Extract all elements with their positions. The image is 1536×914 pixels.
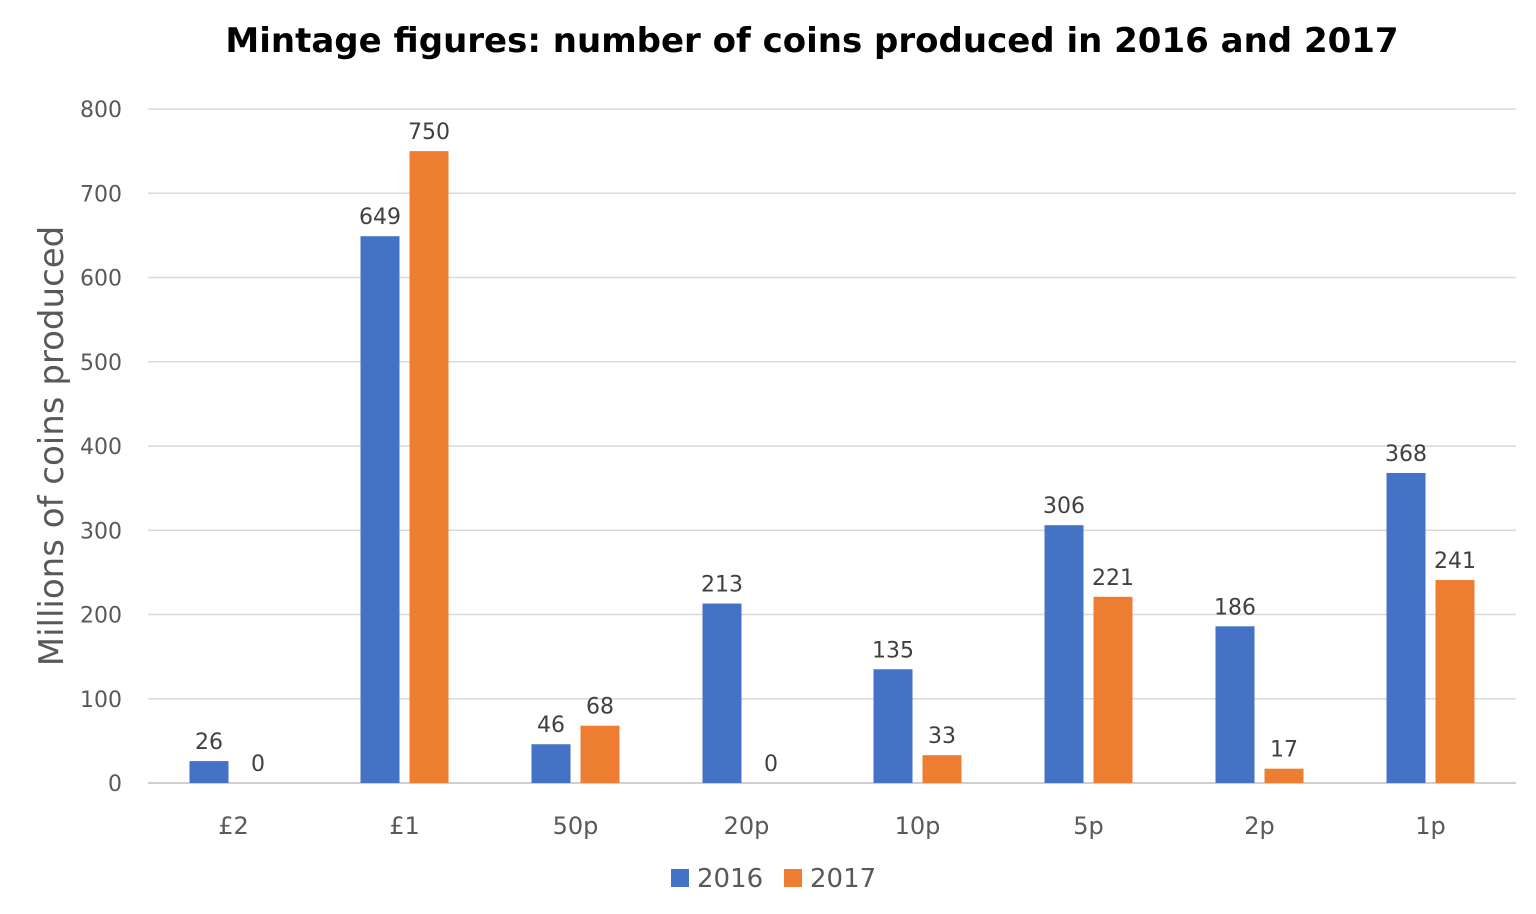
bar-2017-2p bbox=[1264, 768, 1304, 783]
bars bbox=[189, 151, 1475, 783]
bar-2017-5p bbox=[1093, 596, 1133, 783]
y-tick-label: 800 bbox=[80, 98, 122, 123]
bar-2016-£2 bbox=[189, 761, 229, 783]
bar-2016-1p bbox=[1386, 472, 1426, 783]
data-label: 33 bbox=[928, 724, 956, 749]
x-axis-categories: £2 £1 50p 20p 10p 5p 2p 1p bbox=[218, 812, 1446, 840]
data-label: 750 bbox=[408, 120, 450, 145]
x-category-label: 10p bbox=[895, 812, 941, 840]
data-label: 368 bbox=[1385, 442, 1427, 467]
y-tick-label: 500 bbox=[80, 351, 122, 376]
x-category-label: 1p bbox=[1415, 812, 1446, 840]
bar-2017-1p bbox=[1435, 579, 1475, 783]
chart-title: Mintage figures: number of coins produce… bbox=[225, 21, 1398, 61]
y-tick-label: 100 bbox=[80, 688, 122, 713]
y-tick-label: 700 bbox=[80, 182, 122, 207]
legend-label-2016: 2016 bbox=[697, 864, 763, 894]
gridlines bbox=[148, 108, 1516, 784]
y-tick-label: 0 bbox=[108, 772, 122, 797]
data-label: 186 bbox=[1214, 595, 1256, 620]
x-category-label: £1 bbox=[389, 812, 420, 840]
y-tick-label: 200 bbox=[80, 604, 122, 629]
legend-swatch-2017 bbox=[784, 869, 802, 887]
data-label: 221 bbox=[1092, 566, 1134, 591]
bar-2016-50p bbox=[531, 744, 571, 783]
x-category-label: 5p bbox=[1073, 812, 1104, 840]
legend: 2016 2017 bbox=[671, 864, 876, 894]
bar-2016-2p bbox=[1215, 626, 1255, 783]
data-label: 135 bbox=[872, 638, 914, 663]
y-tick-label: 600 bbox=[80, 267, 122, 292]
data-label: 26 bbox=[195, 730, 223, 755]
bar-2016-10p bbox=[873, 669, 913, 783]
bar-2016-5p bbox=[1044, 525, 1084, 783]
bar-2017-50p bbox=[580, 725, 620, 783]
bar-2017-£1 bbox=[409, 151, 449, 783]
legend-swatch-2016 bbox=[671, 869, 689, 887]
y-axis-label: Millions of coins produced bbox=[32, 226, 72, 667]
x-category-label: £2 bbox=[218, 812, 249, 840]
data-labels: 26 0 649 750 46 68 213 0 135 33 306 221 186 17 368 241 bbox=[195, 120, 1476, 777]
legend-label-2017: 2017 bbox=[810, 864, 876, 894]
y-axis-ticks: 0 100 200 300 400 500 600 700 800 bbox=[80, 98, 122, 797]
data-label: 17 bbox=[1270, 738, 1298, 763]
data-label: 649 bbox=[359, 205, 401, 230]
x-category-label: 50p bbox=[553, 812, 599, 840]
bar-2017-10p bbox=[922, 755, 962, 783]
x-category-label: 20p bbox=[724, 812, 770, 840]
bar-2016-20p bbox=[702, 603, 742, 783]
y-tick-label: 400 bbox=[80, 435, 122, 460]
data-label: 46 bbox=[537, 713, 565, 738]
data-label: 0 bbox=[251, 752, 265, 777]
data-label: 0 bbox=[764, 752, 778, 777]
data-label: 68 bbox=[586, 695, 614, 720]
x-category-label: 2p bbox=[1244, 812, 1275, 840]
bar-2016-£1 bbox=[360, 236, 400, 783]
data-label: 306 bbox=[1043, 494, 1085, 519]
data-label: 213 bbox=[701, 573, 743, 598]
y-tick-label: 300 bbox=[80, 519, 122, 544]
data-label: 241 bbox=[1434, 549, 1476, 574]
